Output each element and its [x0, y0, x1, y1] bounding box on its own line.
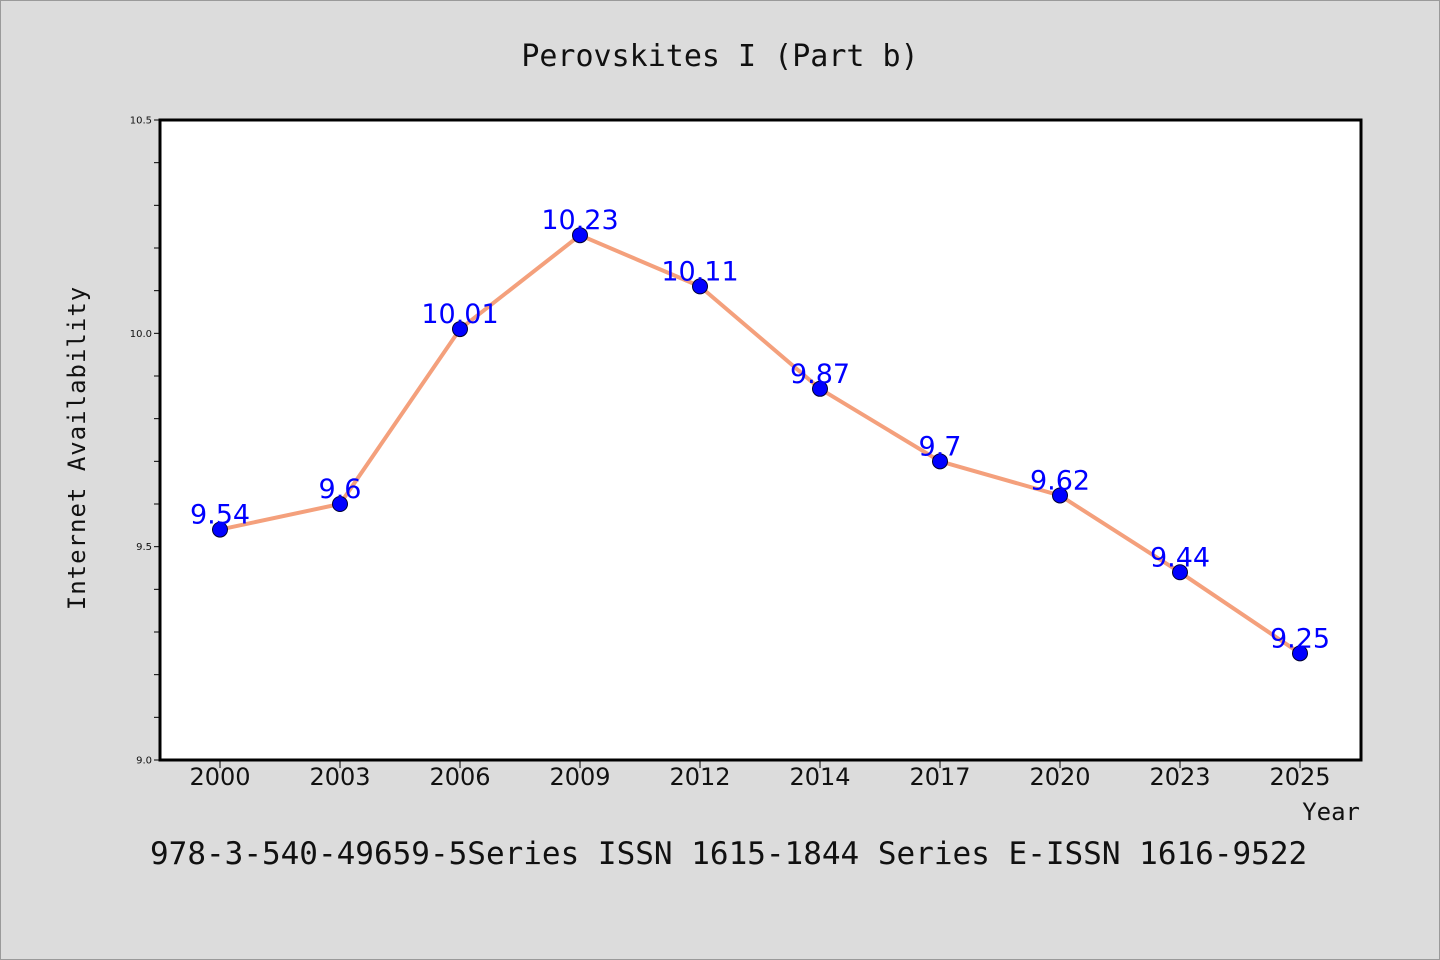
x-tick-label: 2000 [189, 763, 250, 791]
data-label: 9.25 [1270, 623, 1330, 654]
data-point-marker [1052, 487, 1068, 504]
data-point-marker [212, 521, 228, 538]
data-point-marker [932, 453, 948, 470]
data-label: 9.62 [1030, 465, 1090, 496]
x-tick-label: 2023 [1149, 763, 1210, 791]
y-tick-label: 10.5 [130, 116, 152, 127]
y-tick-label: 9.0 [136, 756, 152, 767]
data-point-marker [332, 496, 348, 512]
plot-area [158, 118, 1363, 762]
data-labels: 9.54 9.6 10.01 10.23 10.11 9.87 9.7 9.62 9.44 9.2… [190, 205, 1330, 654]
x-tick-label: 2014 [789, 763, 850, 791]
data-point-marker [1292, 645, 1308, 662]
data-label: 9.44 [1150, 542, 1210, 573]
series-line [219, 233, 1302, 655]
data-point-marker [452, 321, 468, 338]
footnote-text: 978-3-540-49659-5Series ISSN 1615-1844 S… [150, 836, 1307, 872]
data-label: 10.11 [661, 256, 738, 287]
chart-title: Perovskites I (Part b) [521, 39, 918, 74]
x-tick-label: 2009 [549, 763, 610, 791]
y-axis: 9.0 9.5 10.0 10.5 [130, 116, 160, 767]
x-tick-label: 2012 [669, 763, 730, 791]
y-tick-label: 10.0 [130, 329, 152, 340]
data-point-marker [572, 227, 588, 244]
data-point-marker [812, 380, 828, 397]
y-tick-label: 9.5 [136, 542, 152, 553]
data-label: 9.87 [790, 359, 850, 390]
x-tick-label: 2006 [429, 763, 490, 791]
data-label: 9.7 [919, 431, 962, 462]
x-axis-label: Year [1302, 798, 1360, 826]
data-point-marker [692, 278, 708, 295]
x-tick-label: 2020 [1029, 763, 1090, 791]
data-label: 10.01 [421, 299, 498, 330]
data-label: 9.6 [319, 474, 362, 505]
x-tick-label: 2025 [1269, 763, 1330, 791]
series-markers [212, 227, 1308, 662]
x-tick-label: 2003 [309, 763, 370, 791]
x-tick-label: 2017 [909, 763, 970, 791]
x-axis: 2000 2003 2006 2009 2012 2014 2017 2020 2023 2025 [189, 760, 1331, 791]
data-point-marker [1172, 564, 1188, 581]
data-label: 10.23 [541, 205, 618, 236]
y-axis-label: Internet Availability [63, 286, 91, 610]
data-label: 9.54 [190, 500, 250, 531]
